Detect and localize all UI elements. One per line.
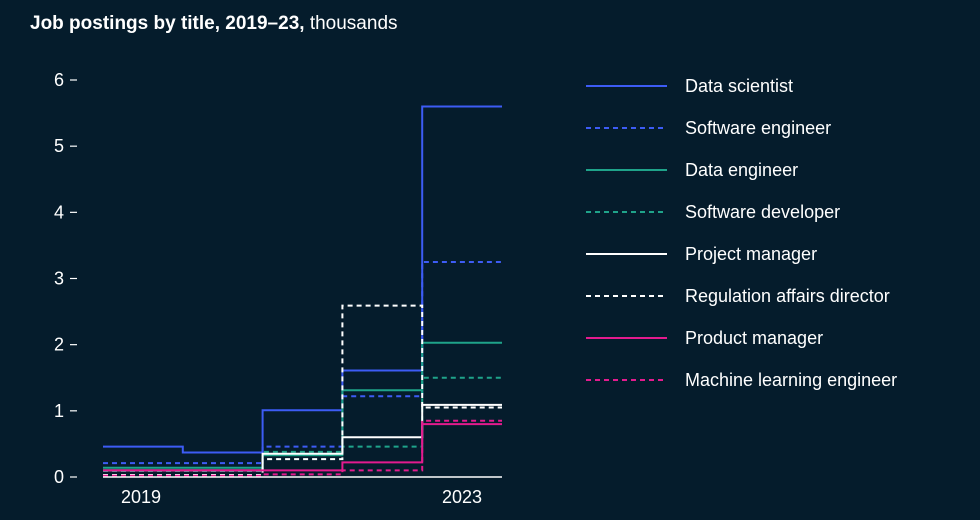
legend-label: Project manager [685, 244, 817, 264]
legend-label: Software engineer [685, 118, 831, 138]
chart-title-unit: thousands [309, 13, 398, 34]
y-tick-label: 1 [54, 401, 64, 421]
series-line-software-developer [103, 376, 502, 472]
series-line-software-engineer [103, 261, 502, 465]
chart-title-main: Job postings by title, 2019–23, [30, 13, 305, 34]
y-tick-label: 5 [54, 136, 64, 156]
legend-item: Project manager [586, 244, 817, 264]
series-line-project-manager [103, 403, 502, 472]
y-tick-label: 6 [54, 70, 64, 90]
legend-item: Product manager [586, 328, 823, 348]
y-tick-label: 3 [54, 269, 64, 289]
legend: Data scientist Software engineer Data engi… [586, 76, 897, 390]
legend-item: Data scientist [586, 76, 793, 96]
legend-label: Data engineer [685, 160, 798, 180]
legend-label: Software developer [685, 202, 840, 222]
y-axis: 0 1 2 3 4 5 6 [54, 70, 77, 487]
legend-label: Product manager [685, 328, 823, 348]
series-lines [103, 105, 502, 477]
x-axis: 2019 2023 [121, 487, 482, 507]
legend-label: Regulation affairs director [685, 286, 890, 306]
y-tick-label: 0 [54, 467, 64, 487]
legend-item: Data engineer [586, 160, 798, 180]
legend-item: Regulation affairs director [586, 286, 890, 306]
legend-label: Data scientist [685, 76, 793, 96]
series-line-data-scientist [103, 105, 502, 454]
chart-title: Job postings by title, 2019–23, thousand… [30, 12, 398, 36]
x-tick-label-last: 2023 [442, 487, 482, 507]
legend-label: Machine learning engineer [685, 370, 897, 390]
y-tick-label: 4 [54, 202, 64, 222]
x-tick-label-first: 2019 [121, 487, 161, 507]
legend-item: Machine learning engineer [586, 370, 897, 390]
y-tick-label: 2 [54, 335, 64, 355]
legend-item: Software engineer [586, 118, 831, 138]
legend-item: Software developer [586, 202, 840, 222]
series-line-regulation-affairs-director [103, 304, 502, 476]
